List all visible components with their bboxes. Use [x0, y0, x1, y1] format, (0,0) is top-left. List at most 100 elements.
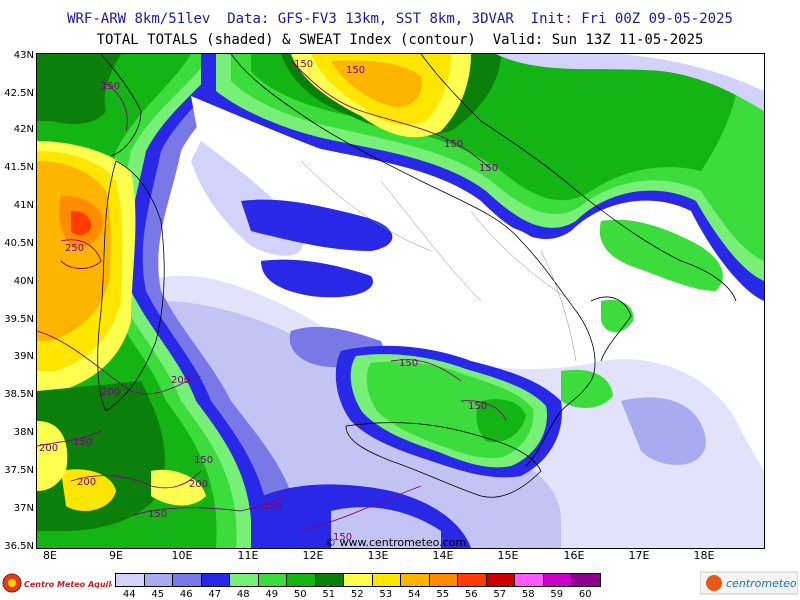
contour-label: 150 — [444, 139, 463, 150]
legend-swatch — [115, 573, 145, 587]
contour-150 — [300, 485, 422, 532]
field-52-sw2 — [37, 421, 68, 491]
field-54-north — [331, 60, 422, 107]
lon-label: 14E — [432, 549, 454, 562]
lon-label: 12E — [302, 549, 324, 562]
legend-swatch — [229, 573, 259, 587]
contour-label: 200 — [189, 479, 208, 490]
legend-value: 58 — [521, 589, 535, 600]
map-panel: 150 150 150 150 150 250 200 200 200 150 … — [36, 53, 765, 549]
lat-label: 37N — [13, 503, 34, 514]
legend-swatch — [200, 573, 230, 587]
legend-swatch — [286, 573, 316, 587]
legend-swatch — [314, 573, 344, 587]
legend-value: 50 — [293, 589, 307, 600]
lon-label: 9E — [109, 549, 123, 562]
region-borders — [300, 160, 577, 362]
contour-label: 150 — [194, 455, 213, 466]
field-49-apulia — [599, 219, 723, 291]
contour-200 — [70, 470, 202, 489]
lat-label: 40N — [13, 276, 34, 287]
legend-swatch — [428, 573, 458, 587]
legend-value: 48 — [236, 589, 250, 600]
field-44-north — [496, 54, 764, 111]
legend-swatch — [371, 573, 401, 587]
lat-label: 43N — [13, 50, 34, 61]
contour-label: 200 — [171, 375, 190, 386]
contour-150 — [290, 60, 492, 170]
lon-label: 15E — [497, 549, 519, 562]
coast-sardinia — [97, 160, 165, 412]
contour-label: 150 — [101, 81, 120, 92]
contour-label: 150 — [73, 437, 92, 448]
sweat-contours — [37, 60, 507, 532]
legend-value: 44 — [122, 589, 136, 600]
legend-swatch — [514, 573, 544, 587]
legend-value: 47 — [208, 589, 222, 600]
legend-swatch — [542, 573, 572, 587]
legend-value: 52 — [350, 589, 364, 600]
legend-value: 51 — [322, 589, 336, 600]
contour-label: 150 — [468, 401, 487, 412]
coast-gulf-taranto — [590, 296, 632, 362]
coast-italy-east — [420, 54, 737, 302]
lat-label: 42.5N — [4, 88, 34, 99]
lat-label: 42N — [13, 124, 34, 135]
right-logo-text: centrometeo — [726, 577, 797, 590]
lon-label: 13E — [367, 549, 389, 562]
contour-label: 150 — [399, 358, 418, 369]
legend-swatch — [257, 573, 287, 587]
legend-value: 56 — [464, 589, 478, 600]
lon-label: 16E — [563, 549, 585, 562]
weather-map: 150 150 150 150 150 250 200 200 200 150 … — [37, 54, 764, 548]
legend-swatch — [343, 573, 373, 587]
contour-label: 150 — [263, 501, 282, 512]
lat-label: 41N — [13, 200, 34, 211]
credit-text: © www.centrometeo.com — [325, 536, 467, 549]
lon-label: 8E — [43, 549, 57, 562]
legend-value: 53 — [379, 589, 393, 600]
lon-label: 17E — [628, 549, 650, 562]
field-51-nw — [37, 54, 121, 124]
contour-150 — [390, 359, 462, 382]
legend-value: 54 — [407, 589, 421, 600]
contour-label: 150 — [479, 163, 498, 174]
centrometeo-logo: centrometeo — [699, 570, 799, 596]
lat-label: 37.5N — [4, 465, 34, 476]
lat-label: 36.5N — [4, 541, 34, 552]
field-50-sicily — [476, 399, 526, 443]
lat-label: 41.5N — [4, 162, 34, 173]
field-56-west — [71, 211, 92, 236]
legend-value: 57 — [493, 589, 507, 600]
region-border — [470, 210, 572, 302]
region-border — [540, 250, 577, 362]
coastlines — [97, 54, 737, 498]
legend-swatch — [400, 573, 430, 587]
lon-label: 18E — [693, 549, 715, 562]
coast-sicily — [345, 422, 542, 498]
coast-italy-west — [230, 54, 596, 467]
legend-swatch — [143, 573, 173, 587]
field-none-north — [621, 54, 764, 91]
field-none-center — [191, 96, 601, 365]
header-line-2: TOTAL TOTALS (shaded) & SWEAT Index (con… — [96, 32, 704, 48]
legend-swatch — [485, 573, 515, 587]
contour-label: 150 — [346, 65, 365, 76]
left-logo-text: Centro Meteo Aquileiense — [24, 580, 112, 589]
contour-250 — [60, 239, 102, 269]
contour-labels: 150 150 150 150 150 250 200 200 200 150 … — [39, 59, 498, 543]
contour-label: 200 — [77, 477, 96, 488]
contour-200 — [37, 330, 202, 395]
contour-label: 150 — [294, 59, 313, 70]
contour-label: 200 — [39, 443, 58, 454]
coast-corsica — [100, 54, 142, 157]
field-47-blob2 — [261, 259, 373, 298]
centro-meteo-logo: Centro Meteo Aquileiense — [2, 570, 141, 596]
contour-150 — [100, 80, 128, 132]
field-45-east — [621, 397, 706, 465]
region-border — [300, 160, 432, 252]
legend-value: 55 — [436, 589, 450, 600]
legend-value: 46 — [179, 589, 193, 600]
legend-value: 59 — [550, 589, 564, 600]
lon-label: 10E — [171, 549, 193, 562]
